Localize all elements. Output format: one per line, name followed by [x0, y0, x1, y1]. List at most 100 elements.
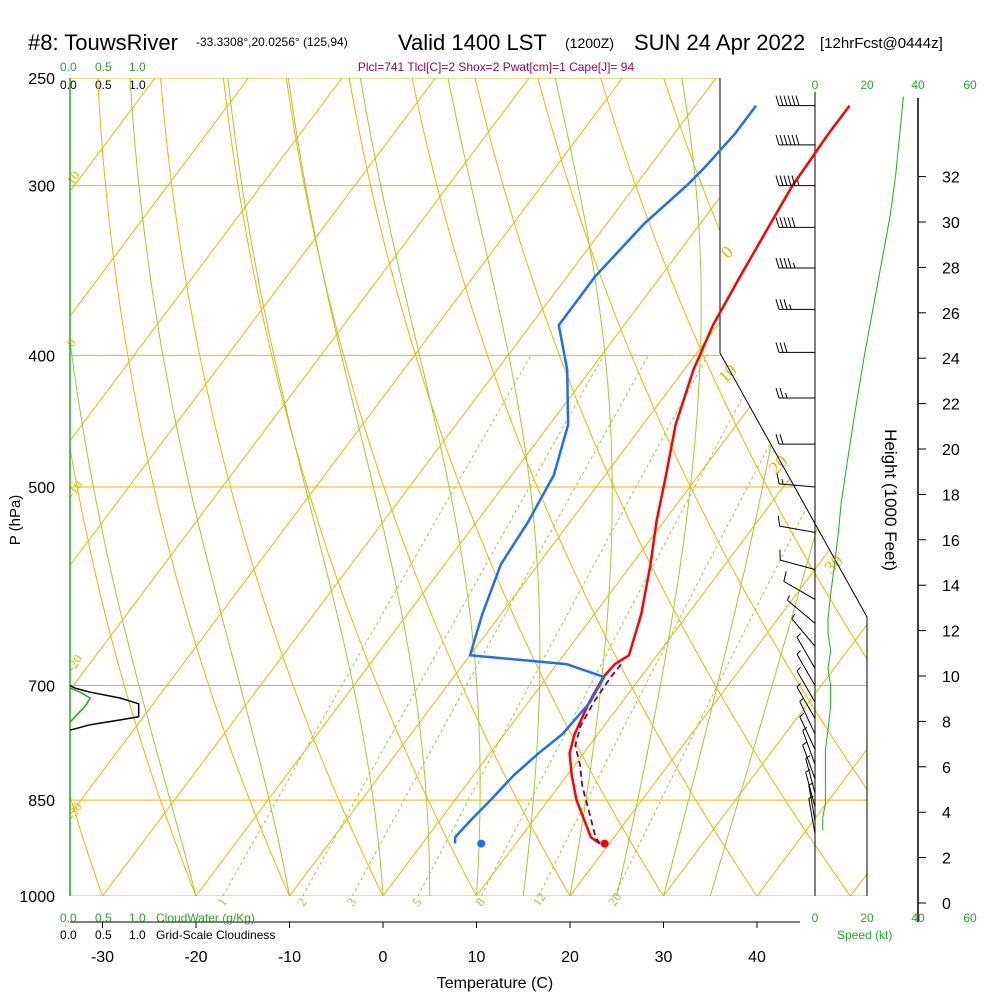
- isotherm-line: [102, 78, 717, 896]
- height-tick-label: 2: [942, 851, 951, 868]
- height-tick-label: 10: [942, 669, 960, 686]
- wind-barb-flag: [779, 387, 784, 399]
- temperature-tick-label: 20: [561, 949, 579, 966]
- wind-barb: [779, 549, 816, 570]
- cloudwater-tick-top: 0.5: [95, 60, 112, 74]
- cloudiness-tick-bottom: 0.5: [95, 928, 112, 942]
- valid-date: SUN 24 Apr 2022: [634, 30, 805, 55]
- temperature-tick-label: -20: [184, 949, 207, 966]
- wind-barb-flag: [776, 473, 780, 484]
- wind-barb-flag: [775, 217, 780, 228]
- pressure-tick-label: 500: [28, 480, 55, 497]
- isotherm-line: [195, 78, 810, 896]
- dry-adiabat-line: [600, 78, 867, 896]
- isotherm-line: [70, 78, 436, 896]
- height-tick-label: 20: [942, 442, 960, 459]
- dry-adiabat-line: [348, 78, 664, 896]
- adiabat-label: -10: [63, 478, 85, 501]
- cloudwater-tick-bottom: 0.0: [60, 911, 77, 925]
- wind-barb-flag: [777, 515, 781, 527]
- wind-barb: [786, 595, 816, 624]
- temperature-tick-label: 0: [379, 949, 388, 966]
- wind-barb-staff: [787, 599, 816, 624]
- temperature-tick-label: 30: [655, 949, 673, 966]
- wind-barb-flag: [779, 257, 784, 269]
- height-tick-label: 16: [942, 533, 960, 550]
- moist-adiabat-line: [359, 78, 481, 896]
- wind-barb-staff: [779, 483, 816, 488]
- speed-scale-top: 0 20 40 60: [812, 78, 977, 92]
- data-layer: [69, 92, 904, 896]
- cloud-scale-bottom: 0.0 0.5 1.0 CloudWater (g/Kg) 0.0 0.5 1.…: [60, 911, 275, 942]
- moist-adiabat-line: [447, 78, 541, 896]
- dry-adiabat-line: [474, 78, 851, 896]
- height-axis-label: Height (1000 Feet): [881, 429, 900, 571]
- wind-barb-flag: [779, 95, 784, 106]
- height-tick-label: 28: [942, 260, 960, 277]
- wind-barb-flag: [783, 342, 788, 353]
- wind-barb-flag: [779, 434, 784, 445]
- grid-scale-cloudiness-line: [69, 684, 140, 731]
- wind-barb: [796, 650, 816, 686]
- wind-barb-half-flag: [799, 697, 805, 702]
- wind-barb-half-flag: [796, 666, 801, 672]
- wind-barb-staff: [780, 559, 816, 570]
- temperature-tick-label: 10: [468, 949, 486, 966]
- wind-barb-flag: [775, 134, 780, 146]
- wind-barb-half-flag: [797, 180, 800, 186]
- mixing-ratio-label: 20: [605, 890, 625, 909]
- cloudwater-tick-bottom: 0.5: [95, 911, 112, 925]
- wind-barb-half-flag: [805, 755, 811, 759]
- parcel-line: [574, 660, 625, 845]
- cloudiness-tick-bottom: 1.0: [129, 928, 146, 942]
- dry-adiabat-line: [978, 78, 1000, 896]
- cloudiness-tick-top: 0.0: [60, 78, 77, 92]
- speed-tick-top: 20: [860, 78, 874, 92]
- mixing-ratio-label: 2: [294, 895, 310, 909]
- speed-tick-top: 60: [963, 78, 977, 92]
- wind-barb-staff: [802, 744, 816, 780]
- cloudwater-label: CloudWater (g/Kg): [156, 911, 255, 925]
- wind-barb: [783, 571, 816, 600]
- isotherm-line: [382, 78, 867, 896]
- wind-barb-half-flag: [796, 683, 801, 688]
- wind-barb-staff: [805, 772, 816, 808]
- height-tick-label: 18: [942, 487, 960, 504]
- mixing-ratio-line: [302, 355, 605, 896]
- isotherm-line: [756, 78, 867, 896]
- dry-adiabat-line: [285, 78, 571, 896]
- temperature-line: [568, 104, 851, 845]
- temperature-axis: -30 -20 -10 0 10 20 30 40: [91, 922, 766, 966]
- wind-barb-half-flag: [785, 392, 788, 399]
- wind-barb-half-flag: [808, 782, 814, 786]
- background-lines: [70, 78, 1000, 896]
- wind-barb: [799, 697, 816, 735]
- wind-barb-flag: [795, 95, 800, 106]
- moist-adiabat-line: [616, 78, 702, 896]
- wind-barb-flag: [787, 257, 792, 269]
- moist-adiabat-line: [227, 78, 384, 896]
- isotherm-line: [663, 78, 867, 896]
- wind-barb-flag: [779, 175, 784, 186]
- cloudwater-tick-top: 1.0: [129, 60, 146, 74]
- indices-text: Plcl=741 Tlcl[C]=2 Shox=2 Pwat[cm]=1 Cap…: [358, 60, 635, 74]
- mixing-ratio-line: [480, 355, 766, 896]
- wind-speed-kt-line: [822, 96, 904, 831]
- speed-tick-bottom: 60: [963, 911, 977, 925]
- mixing-ratio-label: 3: [343, 895, 359, 909]
- wind-barb-flag: [783, 571, 787, 582]
- isotherm-line: [850, 78, 867, 896]
- mixing-ratio-label: 8: [472, 895, 488, 909]
- wind-barb-half-flag: [781, 478, 784, 485]
- pressure-tick-label: 700: [28, 679, 55, 696]
- wind-barb-flag: [775, 257, 780, 269]
- wind-barb-half-flag: [805, 769, 811, 773]
- speed-label: Speed (kt): [837, 928, 892, 942]
- speed-scale-bottom: 0 20 40 60 Speed (kt): [812, 911, 977, 942]
- pressure-axis-label: P (hPa): [7, 495, 24, 546]
- wind-barb-half-flag: [786, 595, 790, 601]
- height-tick-label: 26: [942, 306, 960, 323]
- wind-barb-flag: [783, 134, 788, 146]
